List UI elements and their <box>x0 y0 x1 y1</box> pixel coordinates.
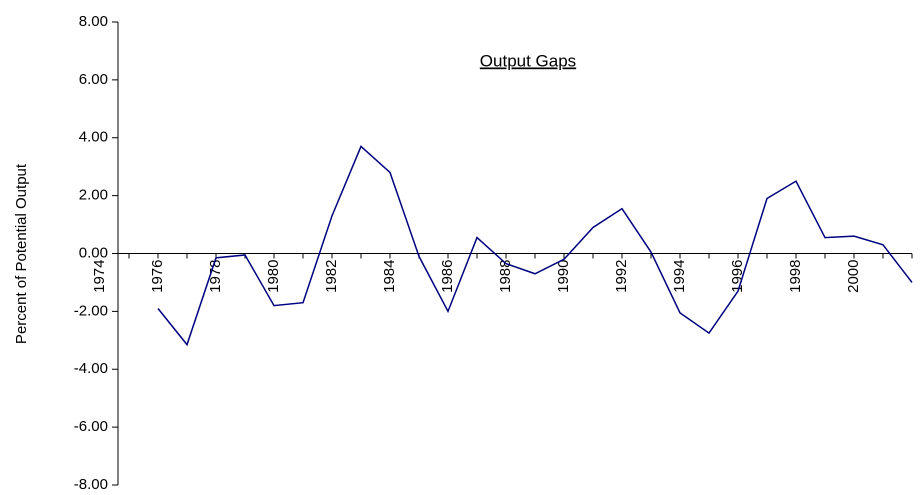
y-tick-label: 6.00 <box>79 71 108 88</box>
x-tick-label: 1978 <box>207 260 224 293</box>
x-tick-label: 1992 <box>613 260 630 293</box>
chart-title: Output Gaps <box>480 51 576 70</box>
x-tick-label: 2000 <box>845 260 862 293</box>
y-tick-label: -8.00 <box>74 476 108 493</box>
x-tick-label: 1998 <box>787 260 804 293</box>
x-tick-label: 1996 <box>729 260 746 293</box>
y-tick-label: 2.00 <box>79 187 108 204</box>
y-axis-label: Percent of Potential Output <box>13 163 30 344</box>
x-tick-label: 1994 <box>671 260 688 293</box>
y-tick-label: -2.00 <box>74 302 108 319</box>
x-tick-label: 1986 <box>439 260 456 293</box>
x-tick-label: 1976 <box>149 260 166 293</box>
y-tick-label: 0.00 <box>79 244 108 261</box>
x-tick-label: 1982 <box>323 260 340 293</box>
y-tick-label: -6.00 <box>74 418 108 435</box>
y-tick-label: 8.00 <box>79 13 108 30</box>
x-tick-label: 1980 <box>265 260 282 293</box>
y-tick-label: 4.00 <box>79 129 108 146</box>
line-series <box>157 145 913 347</box>
x-tick-label: 1974 <box>91 260 108 293</box>
x-tick-label: 1988 <box>497 260 514 293</box>
x-tick-label: 1984 <box>381 260 398 293</box>
y-tick-label: -4.00 <box>74 360 108 377</box>
x-tick-label: 1990 <box>555 260 572 293</box>
